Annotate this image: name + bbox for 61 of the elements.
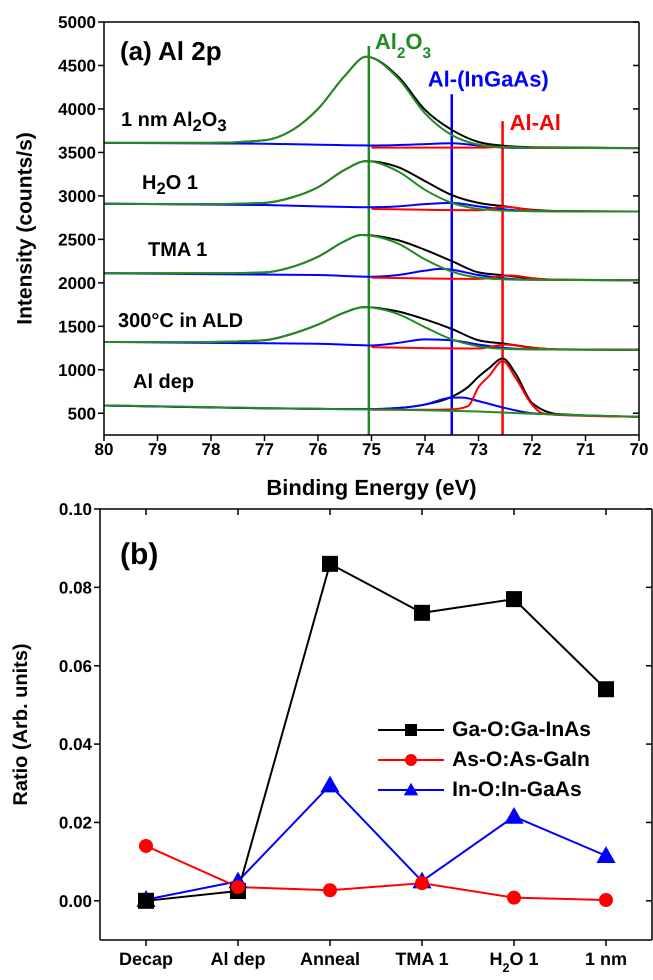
- legend-label: In-O:In-GaAs: [452, 778, 582, 802]
- annotation: 300°C in ALD: [118, 309, 244, 333]
- point: [138, 892, 154, 909]
- y-tick-label: 0.06: [58, 656, 92, 676]
- annotation: Al dep: [133, 370, 194, 394]
- x-tick-label: 73: [469, 440, 488, 460]
- y-axis-title: Ratio (Arb. units): [10, 643, 32, 806]
- x-tick-label: 76: [308, 440, 328, 460]
- legend-label: Ga-O:Ga-InAs: [452, 718, 591, 742]
- y-tick-label: 5000: [58, 13, 96, 32]
- y-tick-label: 1500: [58, 317, 96, 336]
- y-tick-label: 0.02: [58, 813, 92, 832]
- point: [323, 883, 337, 898]
- ref-line-label: Al-Al: [510, 110, 561, 136]
- y-tick-label: 500: [68, 404, 96, 424]
- annotation: 1 nm Al$_{2}$O$_{3}$: [121, 108, 227, 137]
- y-tick-label: 2500: [58, 230, 96, 250]
- y-tick-label: 0.00: [58, 892, 92, 911]
- point: [414, 604, 430, 621]
- ref-line-label: Al-(InGaAs): [428, 66, 549, 92]
- y-tick-label: 0.10: [58, 500, 92, 520]
- text: (b): [120, 538, 158, 572]
- y-tick-label: 3500: [58, 143, 96, 162]
- y-tick-label: 1000: [58, 360, 96, 380]
- x-tick-label: 72: [522, 440, 542, 460]
- x-tick-label: Anneal: [300, 949, 360, 969]
- x-tick-label: 79: [148, 440, 167, 460]
- y-tick-label: 3000: [58, 186, 96, 206]
- y-tick-label: 0.08: [58, 578, 92, 598]
- ref-line-label: Al$_{2}$O$_{3}$: [374, 28, 432, 62]
- y-tick-label: 4500: [58, 56, 96, 76]
- x-tick-label: Al dep: [210, 949, 266, 969]
- point: [599, 893, 613, 908]
- x-tick-label: 80: [94, 440, 114, 460]
- x-tick-label: 1 nm: [584, 949, 628, 969]
- point: [598, 681, 614, 698]
- point: [504, 806, 524, 824]
- point: [506, 591, 522, 608]
- x-tick-label: 78: [202, 440, 220, 460]
- text: (a) Al 2p: [120, 36, 222, 67]
- x-tick-label: Decap: [118, 949, 174, 969]
- point: [322, 556, 338, 572]
- x-tick-label: 70: [630, 440, 648, 460]
- point: [139, 838, 153, 853]
- x-tick-label: H$_{2}$O 1: [489, 949, 539, 975]
- y-tick-label: 4000: [58, 100, 96, 119]
- point: [320, 776, 340, 792]
- x-tick-label: 71: [576, 440, 595, 460]
- x-axis-title: Binding Energy (eV): [266, 475, 477, 500]
- y-axis-title: Intensity (counts/s): [13, 132, 36, 325]
- legend-label: As-O:As-GaIn: [452, 748, 590, 772]
- annotation: H$_{2}$O 1: [142, 171, 198, 200]
- x-tick-label: TMA 1: [395, 949, 449, 969]
- annotation: TMA 1: [148, 238, 208, 262]
- y-tick-label: 0.04: [58, 735, 93, 754]
- point: [507, 890, 521, 905]
- x-tick-label: 74: [416, 440, 435, 460]
- x-tick-label: 75: [362, 440, 381, 460]
- y-tick-label: 2000: [58, 274, 96, 293]
- x-tick-label: 77: [255, 440, 274, 460]
- point: [596, 846, 616, 863]
